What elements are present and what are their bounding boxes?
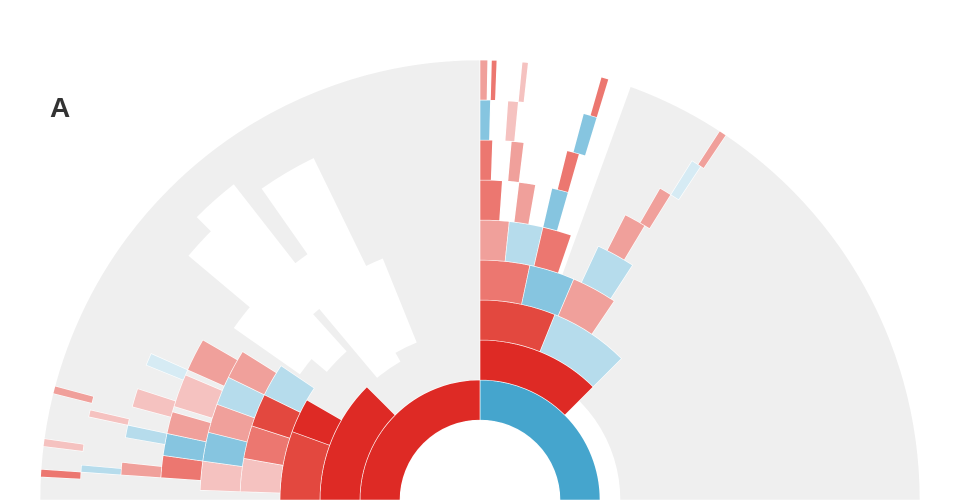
ring-5-segment: [479, 219, 510, 262]
ring-6-segment: [542, 187, 569, 232]
ring-7-segment: [145, 353, 189, 381]
background-wedge: [527, 86, 921, 500]
ring-6-segment: [606, 214, 646, 261]
ring-6-segment: [166, 411, 212, 443]
ring-8-segment: [670, 160, 702, 201]
ring-9-segment: [40, 468, 82, 480]
ring-7-segment: [557, 150, 580, 193]
ring-7-segment: [639, 187, 672, 230]
ring-8-segment: [504, 100, 519, 142]
background-gap: [188, 217, 347, 372]
ring-6-segment: [513, 182, 536, 225]
ring-9-segment: [479, 59, 488, 101]
ring-7-segment: [479, 139, 493, 181]
ring-6-segment: [187, 339, 238, 387]
ring-7-segment: [131, 388, 177, 418]
ring-8-segment: [572, 113, 598, 157]
ring-8-segment: [88, 409, 130, 426]
ring-9-segment: [490, 59, 498, 101]
ring-4-segment: [479, 259, 531, 305]
ring-6-segment: [479, 179, 503, 222]
ring-6-segment: [173, 374, 223, 419]
ring-9-segment: [697, 130, 727, 169]
background-gap: [233, 298, 317, 375]
panel-label: A: [50, 92, 71, 123]
ring-7-segment: [507, 141, 525, 183]
ring-7-segment: [125, 424, 168, 445]
ring-8-segment: [80, 464, 122, 476]
ring-9-segment: [42, 438, 85, 452]
ring-9-segment: [589, 76, 610, 118]
ring-9-segment: [518, 61, 529, 103]
ring-8-segment: [479, 99, 491, 141]
sunburst-rings: [39, 59, 921, 500]
background-gap: [196, 184, 327, 324]
ring-9-segment: [52, 385, 94, 404]
background-gap: [349, 258, 417, 354]
